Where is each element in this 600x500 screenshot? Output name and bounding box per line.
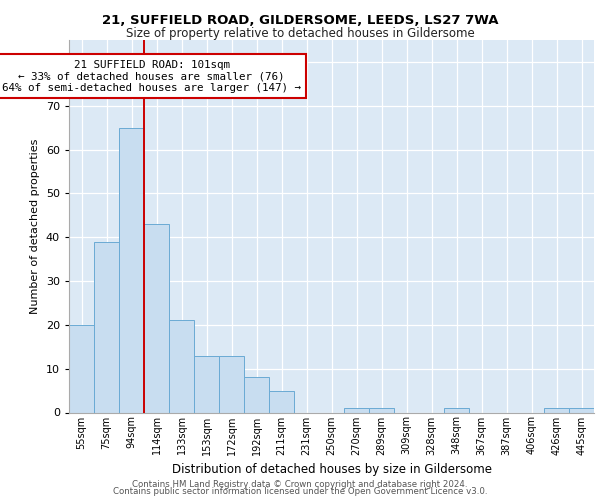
Y-axis label: Number of detached properties: Number of detached properties	[30, 138, 40, 314]
Bar	[144, 224, 169, 412]
Bar	[344, 408, 369, 412]
Bar	[69, 325, 94, 412]
Bar	[219, 356, 244, 412]
Bar	[269, 390, 294, 412]
Text: Contains public sector information licensed under the Open Government Licence v3: Contains public sector information licen…	[113, 487, 487, 496]
Text: 21, SUFFIELD ROAD, GILDERSOME, LEEDS, LS27 7WA: 21, SUFFIELD ROAD, GILDERSOME, LEEDS, LS…	[102, 14, 498, 27]
Bar	[544, 408, 569, 412]
Text: Contains HM Land Registry data © Crown copyright and database right 2024.: Contains HM Land Registry data © Crown c…	[132, 480, 468, 489]
X-axis label: Distribution of detached houses by size in Gildersome: Distribution of detached houses by size …	[172, 463, 491, 476]
Bar	[444, 408, 469, 412]
Text: 21 SUFFIELD ROAD: 101sqm
← 33% of detached houses are smaller (76)
64% of semi-d: 21 SUFFIELD ROAD: 101sqm ← 33% of detach…	[2, 60, 301, 93]
Bar	[194, 356, 219, 412]
Bar	[169, 320, 194, 412]
Bar	[244, 378, 269, 412]
Bar	[119, 128, 144, 412]
Bar	[569, 408, 594, 412]
Bar	[94, 242, 119, 412]
Text: Size of property relative to detached houses in Gildersome: Size of property relative to detached ho…	[125, 28, 475, 40]
Bar	[369, 408, 394, 412]
